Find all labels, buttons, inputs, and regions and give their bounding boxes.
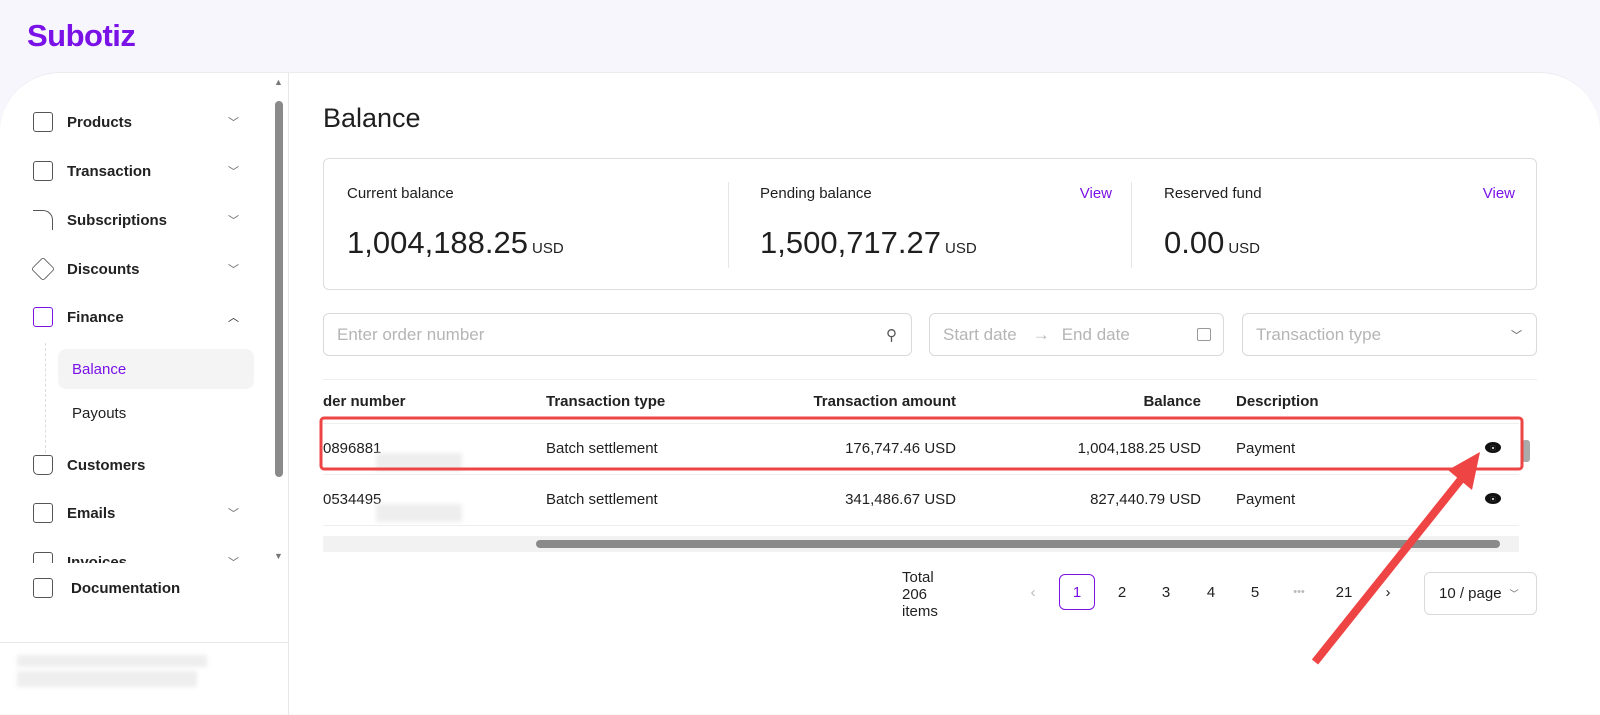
page-3[interactable]: 3	[1161, 583, 1171, 601]
label: Finance	[67, 308, 124, 326]
submenu-guide	[45, 343, 46, 453]
sidebar-item-transaction[interactable]: Transaction ﹀	[33, 151, 253, 191]
prev-page-button[interactable]: ‹	[1030, 583, 1036, 601]
chevron-down-icon: ﹀	[228, 264, 239, 276]
mail-icon	[33, 503, 53, 523]
total-items: Total 206 items	[902, 568, 938, 620]
sidebar-item-balance[interactable]: Balance	[58, 349, 254, 389]
invoice-icon	[33, 552, 53, 563]
jump-next-ellipsis[interactable]: •••	[1293, 586, 1305, 598]
chevron-down-icon: ﹀	[228, 166, 239, 178]
chevron-down-icon: ﹀	[1509, 589, 1519, 599]
page-size-select[interactable]: 10 / page ﹀	[1424, 572, 1537, 615]
account-area[interactable]	[0, 642, 289, 687]
sidebar-item-subscriptions[interactable]: Subscriptions ﹀	[33, 200, 253, 240]
sidebar-item-discounts[interactable]: Discounts ﹀	[30, 249, 253, 289]
sidebar-item-emails[interactable]: Emails ﹀	[33, 493, 253, 533]
page-1[interactable]: 1	[1059, 574, 1095, 610]
chevron-down-icon: ﹀	[228, 508, 239, 520]
column-header: Balance	[1143, 393, 1201, 410]
page-21[interactable]: 21	[1335, 583, 1353, 601]
sidebar-item-finance[interactable]: Finance ︿	[33, 297, 253, 337]
balance-cards: Current balance 1,004,188.25 USD Pending …	[323, 158, 1537, 290]
arrow-right-icon: →	[1032, 324, 1050, 344]
view-pending-link[interactable]: View	[1079, 185, 1112, 202]
label: Transaction	[67, 162, 152, 180]
card-value: 1,004,188.25 USD	[347, 225, 564, 260]
blurred-account	[17, 671, 197, 687]
card-label: Current balance	[347, 185, 454, 202]
blurred-account	[17, 655, 207, 667]
label: Products	[67, 113, 133, 131]
card-value: 1,500,717.27 USD	[760, 225, 977, 260]
order-number-search[interactable]: Enter order number ⚲	[323, 313, 912, 356]
view-reserved-link[interactable]: View	[1482, 185, 1515, 202]
sidebar-item-products[interactable]: Products ﹀	[33, 102, 253, 142]
user-icon	[33, 455, 53, 475]
rss-icon	[33, 210, 53, 230]
horizontal-scrollbar[interactable]	[323, 536, 1519, 552]
column-header: Transaction type	[546, 393, 666, 410]
page-title: Balance	[323, 103, 421, 133]
page-5[interactable]: 5	[1250, 583, 1260, 601]
column-header: der number	[323, 393, 406, 410]
label: Documentation	[71, 579, 181, 597]
document-icon	[33, 578, 53, 598]
next-page-button[interactable]: ›	[1385, 583, 1391, 601]
list-icon	[33, 161, 53, 181]
sidebar-nav: Products ﹀ Transaction ﹀ Subscriptions ﹀ Di…	[0, 73, 272, 563]
sidebar-item-invoices[interactable]: Invoices ﹀	[33, 542, 253, 563]
transaction-type-select[interactable]: Transaction type ﹀	[1242, 313, 1537, 356]
label: Invoices	[67, 553, 128, 564]
column-header: Description	[1236, 393, 1319, 410]
view-eye-icon[interactable]	[1485, 493, 1501, 504]
sidebar-item-customers[interactable]: Customers	[33, 445, 253, 485]
label: Emails	[67, 504, 116, 522]
label: Customers	[67, 456, 146, 474]
chevron-down-icon: ﹀	[228, 215, 239, 227]
tag-icon	[30, 256, 56, 282]
calendar-icon	[1197, 328, 1211, 341]
transactions-table: der number Transaction type Transaction …	[323, 379, 1537, 552]
chevron-down-icon: ﹀	[1511, 329, 1522, 342]
chevron-up-icon: ︿	[228, 312, 239, 324]
documentation-link[interactable]: Documentation	[33, 578, 180, 598]
page-2[interactable]: 2	[1117, 583, 1127, 601]
card-label: Pending balance	[760, 185, 872, 202]
logo[interactable]: Subotiz	[27, 18, 136, 53]
page-4[interactable]: 4	[1206, 583, 1216, 601]
pending-balance-card: Pending balance 1,500,717.27 USD View	[760, 159, 1112, 289]
label: Subscriptions	[67, 211, 168, 229]
vertical-scrollbar[interactable]	[1521, 424, 1531, 534]
card-label: Reserved fund	[1164, 185, 1262, 202]
app-shell: Products ﹀ Transaction ﹀ Subscriptions ﹀ Di…	[0, 72, 1600, 715]
reserved-fund-card: Reserved fund 0.00 USD View	[1164, 159, 1515, 289]
chevron-down-icon: ﹀	[228, 117, 239, 129]
sidebar-scrollbar[interactable]: ▲ ▼	[274, 77, 283, 561]
view-eye-icon[interactable]	[1485, 442, 1501, 453]
wallet-icon	[33, 307, 53, 327]
chevron-down-icon: ﹀	[228, 557, 239, 563]
sidebar: Products ﹀ Transaction ﹀ Subscriptions ﹀ Di…	[0, 73, 289, 715]
label: Discounts	[67, 260, 140, 278]
sidebar-item-payouts[interactable]: Payouts	[72, 404, 127, 422]
box-icon	[33, 112, 53, 132]
search-icon: ⚲	[886, 326, 897, 344]
card-value: 0.00 USD	[1164, 225, 1261, 260]
column-header: Transaction amount	[813, 393, 956, 410]
date-range-picker[interactable]: Start date → End date	[929, 313, 1224, 356]
